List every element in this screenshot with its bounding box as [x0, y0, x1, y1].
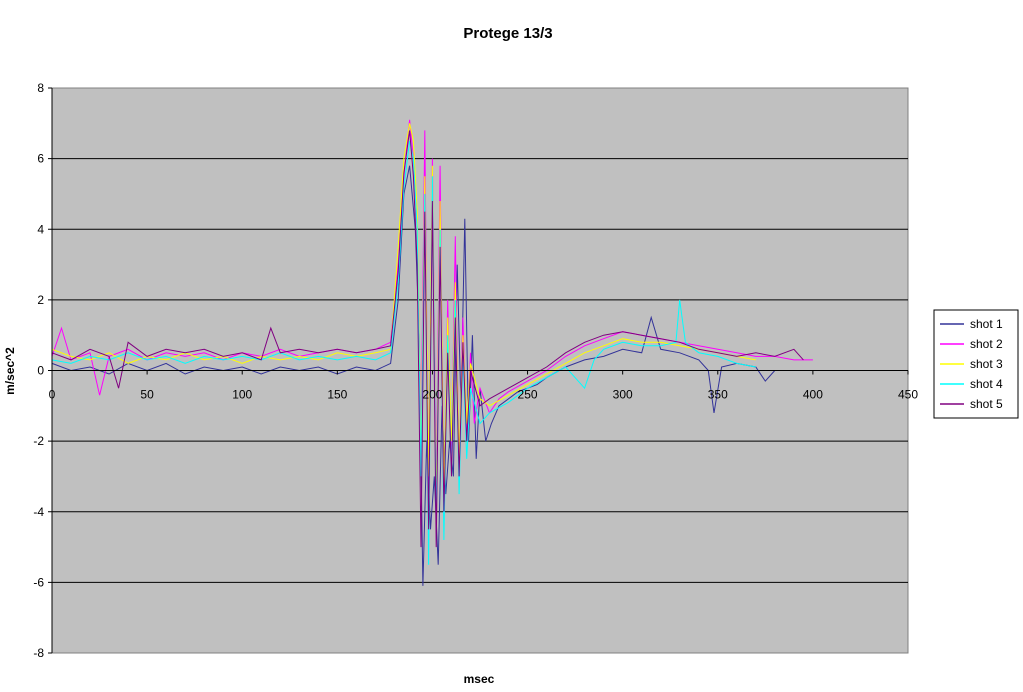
y-tick-label--6: -6 — [33, 575, 44, 589]
x-tick-label-100: 100 — [232, 388, 252, 402]
legend-label-shot-3: shot 3 — [970, 357, 1003, 371]
y-tick-label--8: -8 — [33, 646, 44, 660]
legend-label-shot-5: shot 5 — [970, 397, 1003, 411]
x-tick-label-300: 300 — [613, 388, 633, 402]
legend-label-shot-4: shot 4 — [970, 377, 1003, 391]
x-tick-label-350: 350 — [708, 388, 728, 402]
y-tick-label-0: 0 — [37, 364, 44, 378]
series-lines — [51, 119, 813, 586]
y-tick-label-2: 2 — [37, 293, 44, 307]
x-tick-label-150: 150 — [327, 388, 347, 402]
legend: shot 1 shot 2 shot 3 shot 4 shot 5 — [933, 309, 1019, 419]
x-axis-title: msec — [464, 672, 495, 686]
y-tick-labels: -8 -6 -4 -2 0 2 4 6 8 — [33, 81, 52, 660]
y-tick-label-6: 6 — [37, 152, 44, 166]
chart-title: Protege 13/3 — [463, 25, 552, 42]
x-tick-label-250: 250 — [518, 388, 538, 402]
x-tick-label-50: 50 — [140, 388, 154, 402]
x-tick-label-450: 450 — [898, 388, 918, 402]
legend-label-shot-1: shot 1 — [970, 317, 1003, 331]
x-tick-label-0: 0 — [49, 388, 56, 402]
legend-label-shot-2: shot 2 — [970, 337, 1003, 351]
gridlines — [52, 158, 908, 583]
series-line-shot-5 — [51, 130, 804, 548]
y-tick-label--4: -4 — [33, 505, 44, 519]
x-tick-label-400: 400 — [803, 388, 823, 402]
y-tick-label-8: 8 — [37, 81, 44, 95]
x-tick-labels: 0 50 100 150 200 250 300 350 400 450 — [49, 370, 918, 402]
y-tick-label-4: 4 — [37, 222, 44, 236]
x-tick-label-200: 200 — [422, 388, 442, 402]
y-tick-label--2: -2 — [33, 434, 44, 448]
y-axis-title: m/sec^2 — [3, 347, 17, 395]
